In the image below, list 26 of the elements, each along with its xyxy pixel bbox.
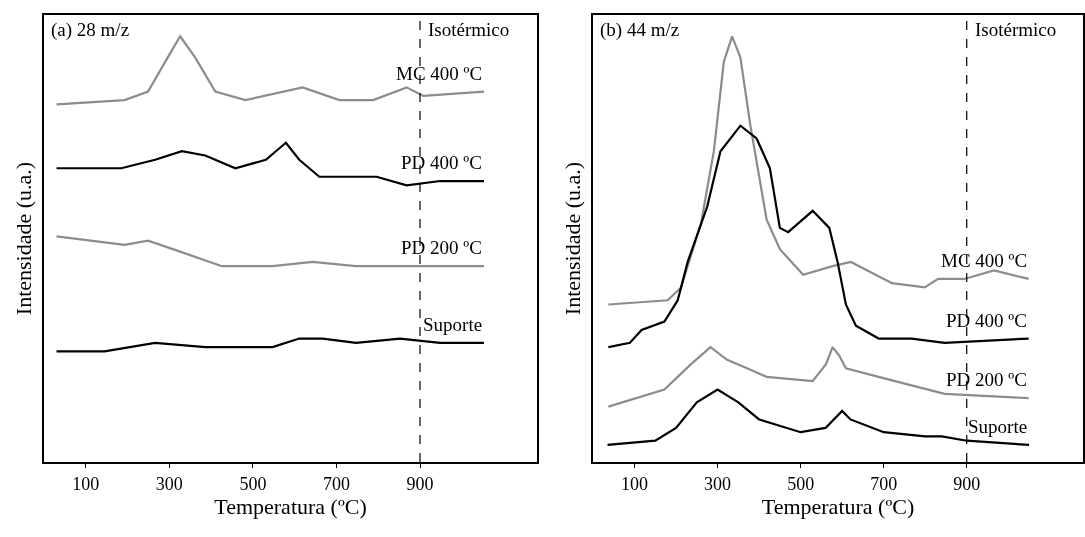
series-label: PD 200 ºC (401, 237, 482, 258)
series-label: MC 400 ºC (396, 63, 483, 84)
y-axis-title: Intensidade (u.a.) (560, 161, 586, 316)
series-label: Suporte (423, 314, 483, 335)
series-label: PD 400 ºC (401, 152, 482, 173)
x-tick-label: 300 (155, 473, 183, 494)
series-label: PD 200 ºC (946, 369, 1027, 390)
x-tick-label: 700 (322, 473, 350, 494)
x-tick-label: 900 (953, 473, 981, 494)
chart-title: (b) 44 m/z (600, 19, 680, 41)
x-tick-label: 500 (239, 473, 267, 494)
chart-title: (a) 28 m/z (51, 19, 130, 41)
x-tick-label: 100 (621, 473, 649, 494)
x-tick-label: 300 (704, 473, 732, 494)
ref-line-label: Isotérmico (975, 19, 1057, 40)
y-axis-title: Intensidade (u.a.) (11, 161, 37, 316)
x-tick-label: 500 (787, 473, 815, 494)
x-tick-label: 700 (870, 473, 898, 494)
x-tick-label: 900 (406, 473, 434, 494)
series-label: MC 400 ºC (941, 250, 1028, 271)
series-label: Suporte (968, 416, 1028, 437)
x-tick-label: 100 (72, 473, 100, 494)
ref-line-label: Isotérmico (428, 19, 510, 40)
series-label: PD 400 ºC (946, 310, 1027, 331)
x-axis-title: Temperatura (ºC) (214, 494, 367, 519)
x-axis-title: Temperatura (ºC) (761, 494, 915, 519)
